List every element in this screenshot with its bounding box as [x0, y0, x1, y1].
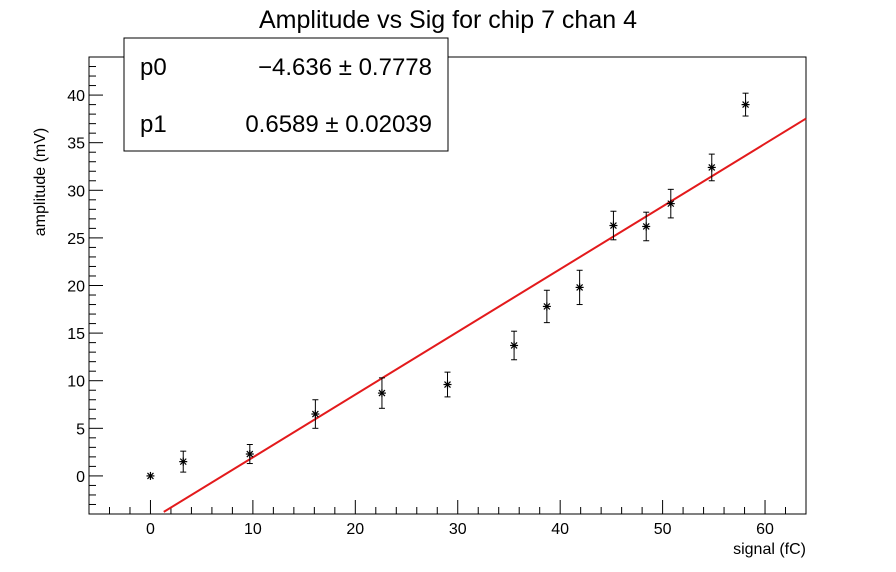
y-tick-label: 30: [67, 183, 85, 200]
marker-stroke: [246, 450, 254, 458]
marker-stroke: [610, 222, 617, 229]
data-point: [707, 153, 716, 182]
stats-p0-name: p0: [140, 54, 167, 81]
stats-p0-value: −4.636 ± 0.7778: [258, 54, 432, 81]
data-point: [510, 330, 519, 361]
data-point: [575, 269, 584, 306]
data-point: [146, 471, 155, 480]
data-point: [741, 92, 750, 117]
marker-stroke: [444, 381, 451, 388]
marker-stroke: [543, 303, 551, 310]
y-tick-label: 20: [67, 279, 85, 296]
fit-line-layer: [163, 117, 807, 513]
chart-title: Amplitude vs Sig for chip 7 chan 4: [259, 6, 637, 34]
y-axis-label: amplitude (mV): [32, 128, 49, 236]
x-tick-label: 10: [244, 521, 262, 538]
marker-stroke: [742, 101, 749, 109]
y-tick-label: 40: [67, 88, 85, 105]
marker-stroke: [642, 223, 650, 230]
data-point: [666, 188, 675, 219]
x-tick-label: 60: [756, 521, 774, 538]
data-point: [542, 289, 551, 324]
x-tick-label: 40: [551, 521, 569, 538]
data-point: [377, 377, 386, 409]
y-axis-ticks: 0 5 10 15 20 25 30 35 40: [67, 56, 103, 515]
data-point: [311, 399, 320, 429]
marker-stroke: [147, 472, 154, 480]
stats-p1-value: 0.6589 ± 0.02039: [245, 111, 432, 138]
marker-stroke: [311, 410, 319, 418]
marker-stroke: [179, 458, 187, 466]
y-tick-label: 5: [76, 421, 85, 438]
x-tick-label: 30: [449, 521, 467, 538]
x-tick-label: 20: [346, 521, 364, 538]
y-tick-label: 0: [76, 469, 85, 486]
data-point: [609, 210, 618, 241]
stats-p1-name: p1: [140, 111, 167, 138]
fit-stats-box: p0 −4.636 ± 0.7778 p1 0.6589 ± 0.02039: [123, 37, 449, 152]
data-point: [642, 211, 651, 242]
marker-stroke: [378, 389, 386, 397]
stats-box-frame: [123, 37, 449, 152]
data-points-layer: [146, 92, 750, 480]
x-axis-ticks: 0 10 20 30 40 50 60: [88, 500, 807, 538]
y-tick-label: 35: [67, 136, 85, 153]
marker-stroke: [576, 283, 584, 291]
data-point: [443, 371, 452, 398]
x-axis-label: signal (fC): [733, 541, 806, 558]
marker-stroke: [510, 342, 518, 349]
marker-stroke: [708, 164, 716, 171]
x-tick-label: 0: [146, 521, 155, 538]
data-point: [179, 450, 188, 473]
y-tick-label: 15: [67, 326, 85, 343]
marker-stroke: [667, 200, 675, 208]
x-tick-label: 50: [654, 521, 672, 538]
y-tick-label: 25: [67, 231, 85, 248]
fit-line: [163, 117, 807, 513]
data-point: [245, 443, 254, 465]
y-tick-label: 10: [67, 374, 85, 391]
